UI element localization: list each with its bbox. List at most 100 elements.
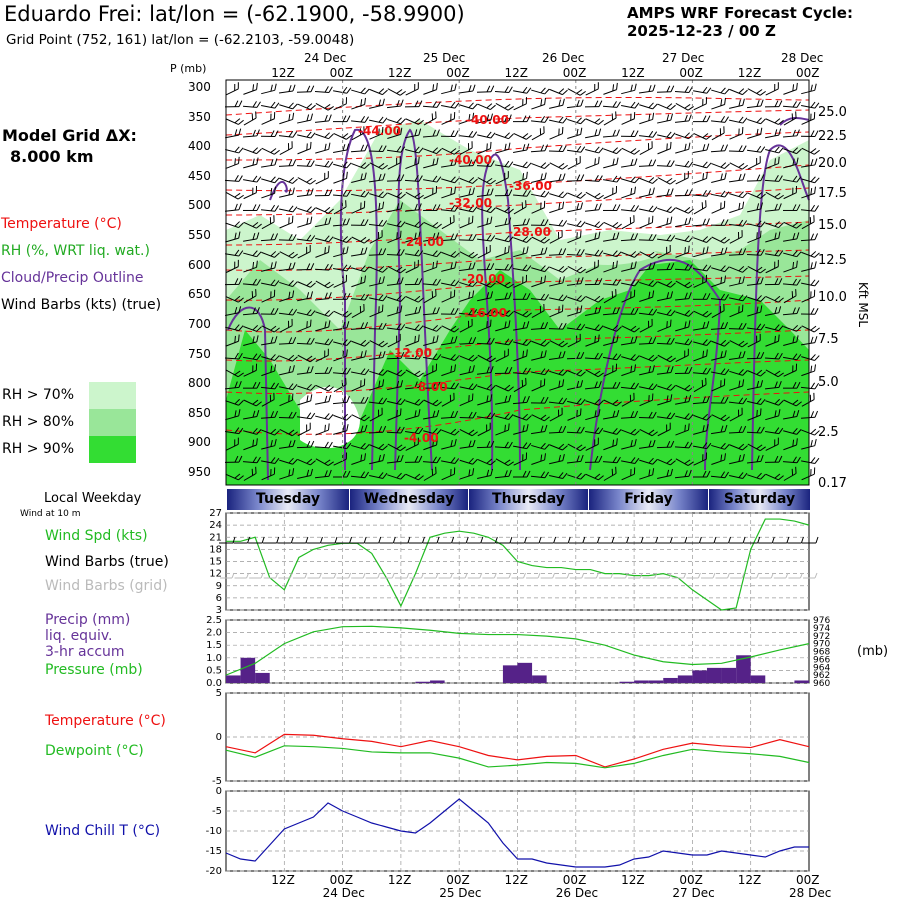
wind-barb — [782, 129, 800, 138]
wind-barb — [621, 325, 640, 333]
wind-barb — [494, 292, 512, 301]
wind-barb — [477, 280, 496, 288]
wind-barb — [224, 278, 243, 286]
wind-barb — [495, 132, 514, 140]
wind-barb — [387, 295, 406, 302]
precip-bar — [430, 680, 445, 683]
wind-barb — [531, 126, 545, 141]
wind-barb — [711, 378, 726, 392]
wind-barb — [657, 291, 674, 302]
wind-barb — [243, 204, 261, 211]
wind-barb — [639, 177, 658, 184]
wind-barb — [549, 88, 568, 96]
wind-barb — [746, 351, 765, 360]
precip-bar — [648, 680, 664, 683]
wind-barb — [711, 339, 730, 347]
wind-barb — [729, 266, 748, 273]
wind-barb — [314, 86, 333, 93]
wind-barb — [675, 142, 691, 154]
wind-barb — [261, 147, 280, 155]
panel-tick-label: -10 — [206, 826, 222, 837]
wind-barb — [225, 82, 239, 96]
wind-barb — [243, 157, 259, 169]
wind-barb — [386, 174, 405, 182]
wind-barb — [585, 118, 604, 125]
wind-barb — [783, 147, 802, 155]
wind-barb — [333, 293, 351, 300]
panel-tick-label: 6 — [216, 593, 222, 604]
wind-barb — [369, 191, 388, 199]
wind-barb — [387, 220, 406, 228]
cloud-outline — [751, 144, 810, 471]
wind-barb — [404, 380, 422, 390]
wind-barb — [603, 204, 621, 211]
wind-barb — [350, 293, 369, 301]
wind-barb — [783, 335, 799, 347]
wind-barb — [225, 249, 244, 257]
wind-barb — [225, 398, 244, 406]
wind-barb — [387, 333, 401, 348]
wind-barb — [620, 233, 639, 242]
wind-barb — [350, 144, 369, 153]
wind-barb — [297, 309, 316, 317]
wind-barb — [260, 382, 279, 390]
wind-barb — [566, 99, 584, 109]
wind-barb — [297, 394, 313, 406]
wind-barb — [783, 157, 799, 169]
wind-barb — [279, 141, 293, 155]
wind-barb — [783, 175, 802, 183]
wind-barb — [567, 192, 586, 199]
wind-barb — [279, 280, 298, 288]
wind-barb — [314, 189, 333, 197]
wind-barb — [531, 275, 546, 288]
wind-barb — [225, 146, 244, 154]
wind-barb — [387, 369, 406, 377]
wind-barb — [225, 369, 244, 378]
wind-barb — [782, 307, 800, 316]
wind-barb — [351, 350, 367, 361]
wind-barb — [675, 207, 694, 214]
wind-barb — [477, 177, 496, 185]
precip-bar — [255, 672, 270, 683]
wind-barb — [405, 156, 420, 170]
rh70-swatch — [89, 382, 136, 409]
wind-barb — [441, 251, 460, 258]
wind-barb — [621, 186, 636, 199]
wind-barb — [495, 348, 509, 363]
wind-barb — [692, 189, 711, 197]
wind-barb — [639, 187, 655, 198]
wind-barb — [513, 171, 528, 184]
wind-barb — [459, 318, 473, 333]
wind-barb — [656, 234, 676, 242]
wind-barb — [477, 354, 496, 363]
wind-barb — [423, 399, 442, 407]
wind-barb — [225, 259, 239, 274]
wind-barb — [368, 397, 388, 405]
wind-barb — [621, 354, 640, 361]
wind-barb — [621, 83, 637, 95]
wind-barb — [333, 246, 349, 258]
wind-barb — [369, 201, 385, 214]
wind-barb — [801, 83, 817, 95]
panel-tick-label: 0.5 — [206, 665, 222, 676]
panel-tick-label: 0 — [216, 786, 222, 797]
wind-barb — [639, 354, 658, 362]
wind-barb — [621, 176, 640, 184]
wind-barb — [729, 126, 744, 140]
wind-barb — [801, 176, 820, 184]
wind-barb — [351, 265, 370, 273]
wind-barb — [783, 111, 797, 126]
wind-barb — [531, 247, 548, 257]
wind-barb — [711, 190, 730, 198]
wind-barb — [297, 103, 316, 111]
wind-barb — [711, 126, 725, 141]
wind-barb — [513, 200, 527, 215]
wind-barb — [404, 203, 422, 212]
wind-barb — [315, 245, 330, 258]
cycle-value: 2025-12-23 / 00 Z — [627, 22, 776, 40]
wind-barb — [710, 116, 729, 123]
wind-barb — [549, 379, 565, 391]
wind-barb — [441, 83, 457, 95]
panel-tick-label: 24 — [209, 520, 222, 531]
wind-barb — [603, 381, 621, 389]
